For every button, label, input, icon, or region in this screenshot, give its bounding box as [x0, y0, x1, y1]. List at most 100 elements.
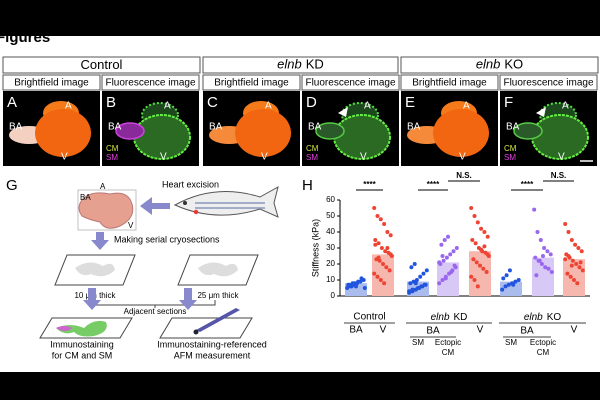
- group-label: Control: [353, 312, 385, 323]
- group-header-box: [202, 56, 399, 74]
- heart-drawing: [78, 192, 134, 229]
- data-point: [471, 257, 476, 262]
- anatomy-label: V: [61, 152, 68, 163]
- anatomy-label: A: [364, 101, 371, 112]
- data-point: [350, 281, 355, 286]
- data-point: [472, 214, 477, 218]
- data-point: [569, 238, 574, 242]
- channel-label: SM: [504, 153, 516, 162]
- data-point: [376, 241, 381, 246]
- x-tick-label: SM: [505, 338, 517, 347]
- data-point: [388, 233, 393, 238]
- y-axis-label: Stiffness (kPa): [310, 219, 320, 277]
- data-point: [511, 282, 516, 287]
- data-point: [375, 274, 380, 279]
- arrow: [140, 197, 170, 215]
- data-point: [441, 258, 446, 263]
- step-label: Making serial cryosections: [114, 234, 220, 244]
- data-point: [570, 258, 575, 263]
- data-point: [478, 263, 482, 268]
- significance-label: ****: [521, 180, 534, 189]
- data-point: [383, 249, 388, 254]
- data-point: [381, 262, 385, 266]
- anatomy-label: V: [261, 152, 268, 163]
- significance-label: N.S.: [551, 171, 567, 180]
- image-header: Fluorescence image: [503, 78, 593, 89]
- afm-cantilever: [196, 308, 240, 332]
- data-point: [549, 270, 554, 274]
- panel-letter: H: [302, 177, 313, 194]
- group-header-box: [2, 56, 201, 74]
- section-tissue: [75, 262, 115, 277]
- condition: KO: [547, 312, 562, 323]
- ventricle-tissue: [433, 109, 489, 157]
- data-point: [563, 222, 568, 226]
- data-point: [382, 222, 387, 226]
- fish-heart: [193, 209, 199, 215]
- anatomy-label: A: [265, 101, 272, 112]
- anatomy-label: A: [65, 101, 72, 112]
- anatomy-label: BA: [9, 122, 23, 133]
- data-point: [543, 265, 548, 270]
- anatomy-label: BA: [209, 122, 223, 133]
- anatomy-label: BA: [108, 122, 122, 133]
- heart-frame: [77, 189, 137, 231]
- arrowhead: [536, 107, 546, 117]
- data-point: [580, 268, 585, 273]
- data-point: [409, 265, 414, 270]
- bottom-band: [0, 372, 600, 400]
- heart-label: BA: [80, 193, 91, 202]
- data-point: [504, 273, 509, 278]
- section-tissue: [198, 262, 238, 277]
- image-header: Fluorescence image: [305, 78, 395, 89]
- image-header-box: [2, 74, 101, 91]
- channel-label: SM: [106, 153, 118, 162]
- data-point: [541, 254, 545, 258]
- data-point: [443, 276, 448, 281]
- data-point: [485, 252, 490, 257]
- data-point: [538, 238, 543, 242]
- anatomy-label: V: [160, 152, 167, 163]
- panel-letter: D: [306, 94, 317, 111]
- data-point: [474, 260, 479, 265]
- data-point: [379, 246, 384, 250]
- afm-tip: [193, 329, 199, 335]
- x-tick-label: V: [477, 325, 484, 336]
- data-point: [437, 281, 442, 286]
- heart-label: V: [128, 221, 134, 230]
- data-point: [500, 287, 505, 292]
- data-point: [375, 214, 380, 218]
- channel-label: CM: [106, 144, 119, 153]
- data-point: [418, 274, 423, 279]
- data-point: [573, 242, 578, 247]
- anatomy-label: BA: [407, 122, 421, 133]
- anatomy-label: V: [459, 152, 466, 163]
- anatomy-label: A: [164, 101, 171, 112]
- data-point: [475, 220, 480, 225]
- thickness-label: 25 μm thick: [197, 291, 239, 300]
- data-point: [448, 252, 453, 257]
- panel-letter: B: [106, 94, 116, 111]
- data-point: [507, 268, 512, 273]
- arrow: [83, 288, 101, 310]
- channel-label: CM: [306, 144, 319, 153]
- arrow: [179, 288, 197, 310]
- subgroup-label: BA: [520, 326, 534, 337]
- data-point: [482, 230, 487, 234]
- group-header: Control: [81, 57, 123, 72]
- data-point: [356, 279, 361, 284]
- data-point: [442, 238, 447, 242]
- ba-fluor: [115, 122, 145, 140]
- data-point: [479, 226, 484, 231]
- x-tick-label: Ectopic: [435, 338, 461, 347]
- x-tick-label: BA: [349, 325, 363, 336]
- data-point: [440, 254, 445, 258]
- data-point: [566, 254, 571, 258]
- x-tick-label: V: [571, 325, 578, 336]
- significance-label: ****: [363, 180, 376, 189]
- data-point: [345, 286, 350, 290]
- image-header: Brightfield image: [214, 78, 289, 89]
- data-point: [473, 241, 478, 246]
- data-point: [382, 281, 387, 286]
- data-point: [359, 276, 364, 281]
